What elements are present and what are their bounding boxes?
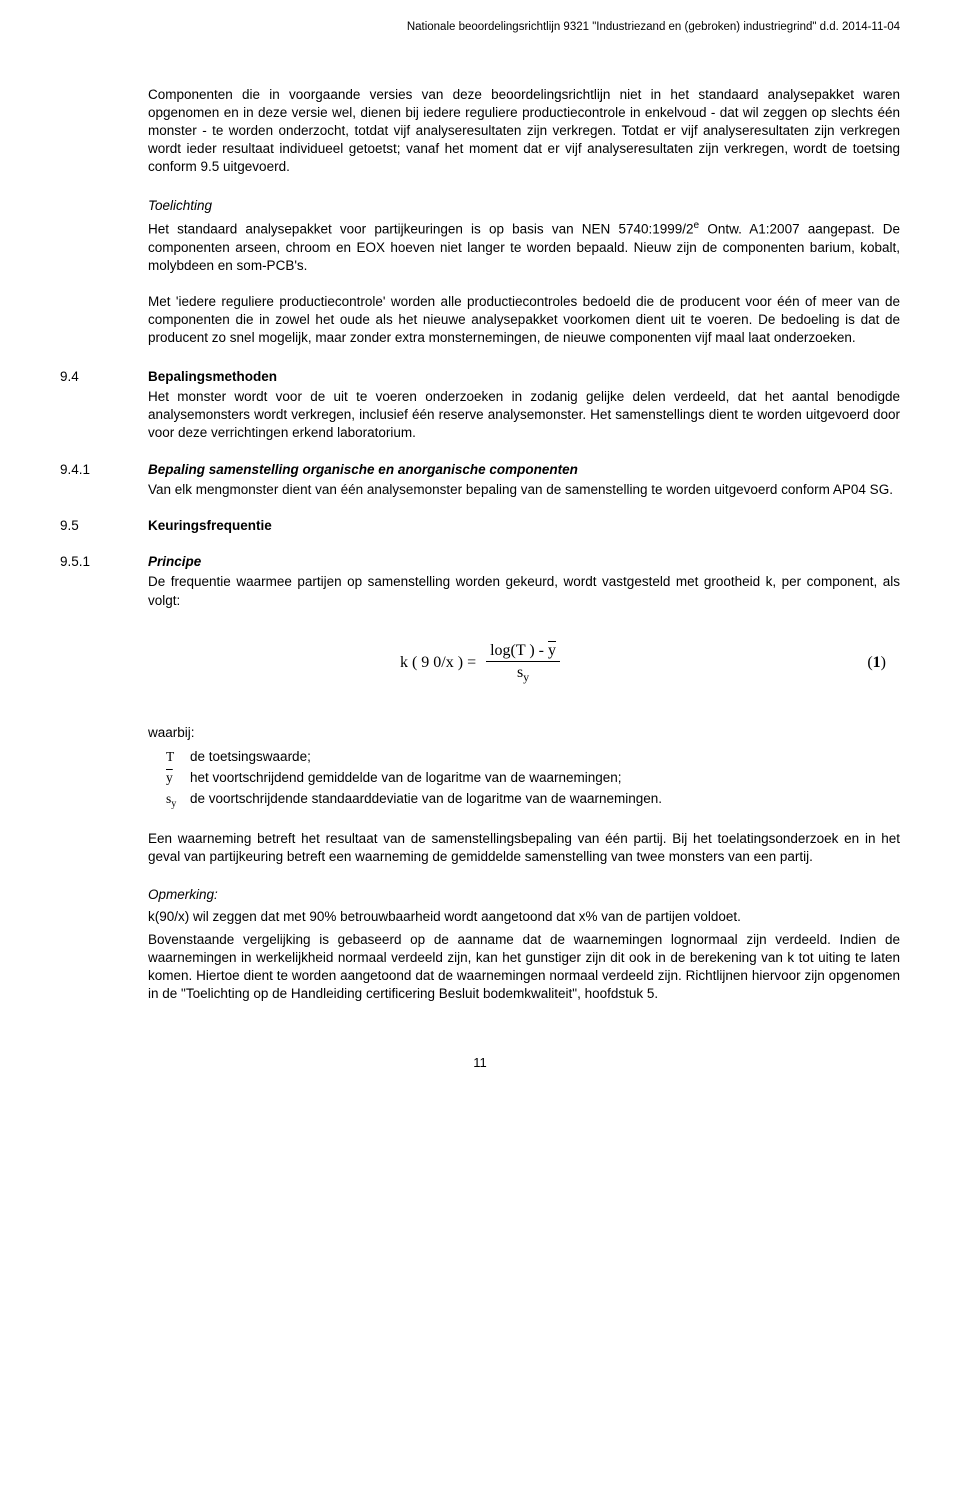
- section-9-4-1-row: 9.4.1 Bepaling samenstelling organische …: [60, 461, 900, 479]
- opmerking-block: Opmerking: k(90/x) wil zeggen dat met 90…: [148, 886, 900, 1003]
- section-9-4-body-row: Het monster wordt voor de uit te voeren …: [60, 388, 900, 443]
- formula-tag: (1): [867, 652, 886, 674]
- intro-paragraph: Componenten die in voorgaande versies va…: [148, 86, 900, 177]
- section-9-4-row: 9.4 Bepalingsmethoden: [60, 368, 900, 386]
- section-9-4-1-body: Van elk mengmonster dient van één analys…: [148, 481, 900, 499]
- def-text-ybar: het voortschrijdend gemiddelde van de lo…: [190, 769, 900, 787]
- formula-fraction: log(T ) - y sy: [486, 640, 560, 686]
- section-9-4-title: Bepalingsmethoden: [148, 369, 277, 384]
- formula-numerator-ybar: y: [548, 640, 556, 662]
- section-9-4-number: 9.4: [60, 368, 148, 386]
- formula-tag-close: ): [881, 654, 886, 671]
- intro-paragraph-block: Componenten die in voorgaande versies va…: [148, 86, 900, 177]
- toelichting-paragraph-2: Met 'iedere reguliere productiecontrole'…: [148, 293, 900, 348]
- section-9-5-title: Keuringsfrequentie: [148, 518, 272, 533]
- section-9-5-1-number: 9.5.1: [60, 553, 148, 571]
- section-9-5-1-row: 9.5.1 Principe: [60, 553, 900, 571]
- formula-denominator-suby: y: [523, 671, 529, 685]
- section-9-5-row: 9.5 Keuringsfrequentie: [60, 517, 900, 535]
- section-9-4-1-number: 9.4.1: [60, 461, 148, 479]
- formula-left: k ( 9 0/x ) =: [400, 652, 476, 674]
- waarbij-label-block: waarbij:: [148, 724, 900, 742]
- def-text-T: de toetsingswaarde;: [190, 748, 900, 766]
- opmerking-label: Opmerking:: [148, 886, 900, 904]
- page-number: 11: [60, 1054, 900, 1072]
- toelichting-paragraph-1: Het standaard analysepakket voor partijk…: [148, 219, 900, 275]
- formula-numerator-a: log(T ) -: [490, 642, 548, 659]
- toelichting-text-a: Het standaard analysepakket voor partijk…: [148, 221, 694, 236]
- formula-center: k ( 9 0/x ) = log(T ) - y sy: [400, 640, 560, 686]
- opmerking-paragraph-2: Bovenstaande vergelijking is gebaseerd o…: [148, 931, 900, 1004]
- section-9-4-1-body-row: Van elk mengmonster dient van één analys…: [60, 481, 900, 499]
- section-9-4-1-title: Bepaling samenstelling organische en ano…: [148, 462, 578, 477]
- def-row-ybar: y het voortschrijdend gemiddelde van de …: [148, 769, 900, 787]
- opmerking-paragraph-1: k(90/x) wil zeggen dat met 90% betrouwba…: [148, 908, 900, 926]
- waarbij-label: waarbij:: [148, 725, 195, 740]
- section-9-5-number: 9.5: [60, 517, 148, 535]
- section-9-5-1-body-row: De frequentie waarmee partijen op samens…: [60, 573, 900, 609]
- def-row-T: T de toetsingswaarde;: [148, 748, 900, 766]
- waarneming-paragraph: Een waarneming betreft het resultaat van…: [148, 830, 900, 866]
- section-9-4-body: Het monster wordt voor de uit te voeren …: [148, 388, 900, 443]
- section-9-5-1-title: Principe: [148, 554, 201, 569]
- toelichting-label: Toelichting: [148, 197, 900, 215]
- def-sym-ybar: y: [148, 769, 190, 787]
- def-text-sy: de voortschrijdende standaarddeviatie va…: [190, 790, 900, 811]
- def-sym-sy: sy: [148, 790, 190, 811]
- document-header: Nationale beoordelingsrichtlijn 9321 "In…: [60, 20, 900, 36]
- formula-row: k ( 9 0/x ) = log(T ) - y sy (1): [60, 640, 900, 686]
- definitions-table: T de toetsingswaarde; y het voortschrijd…: [148, 748, 900, 812]
- waarneming-block: Een waarneming betreft het resultaat van…: [148, 830, 900, 866]
- section-9-5-1-body: De frequentie waarmee partijen op samens…: [148, 573, 900, 609]
- formula-tag-num: 1: [873, 654, 881, 671]
- def-sym-T: T: [148, 748, 190, 766]
- def-row-sy: sy de voortschrijdende standaarddeviatie…: [148, 790, 900, 811]
- toelichting-block-1: Toelichting Het standaard analysepakket …: [148, 197, 900, 348]
